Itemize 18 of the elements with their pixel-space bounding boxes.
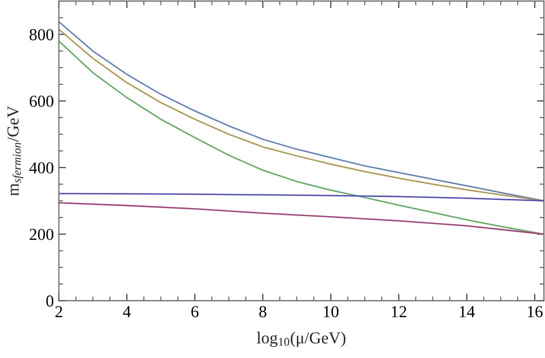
y-axis-title: m$_{sfermion}$/GeV [7,106,24,196]
x-axis-title: log$_{10}$(μ/GeV) [256,332,346,347]
y-tick-label: 600 [30,96,54,107]
y-tick-label: 0 [46,295,54,307]
y-tick-label: 200 [30,228,54,240]
x-tick-label: 2 [55,306,62,318]
x-tick-label: 8 [259,306,266,318]
x-tick-label: 6 [191,306,198,318]
x-tick-label: 10 [324,306,338,318]
y-tick-label: 400 [29,162,54,174]
x-tick-label: 4 [123,306,131,318]
line-series [58,40,544,235]
x-tick-label: 14 [460,306,475,318]
line-series [58,192,544,202]
x-tick-label: 16 [528,306,543,318]
y-tick-label: 800 [30,29,54,40]
line-series [58,202,544,235]
x-tick-label: 12 [392,306,406,318]
